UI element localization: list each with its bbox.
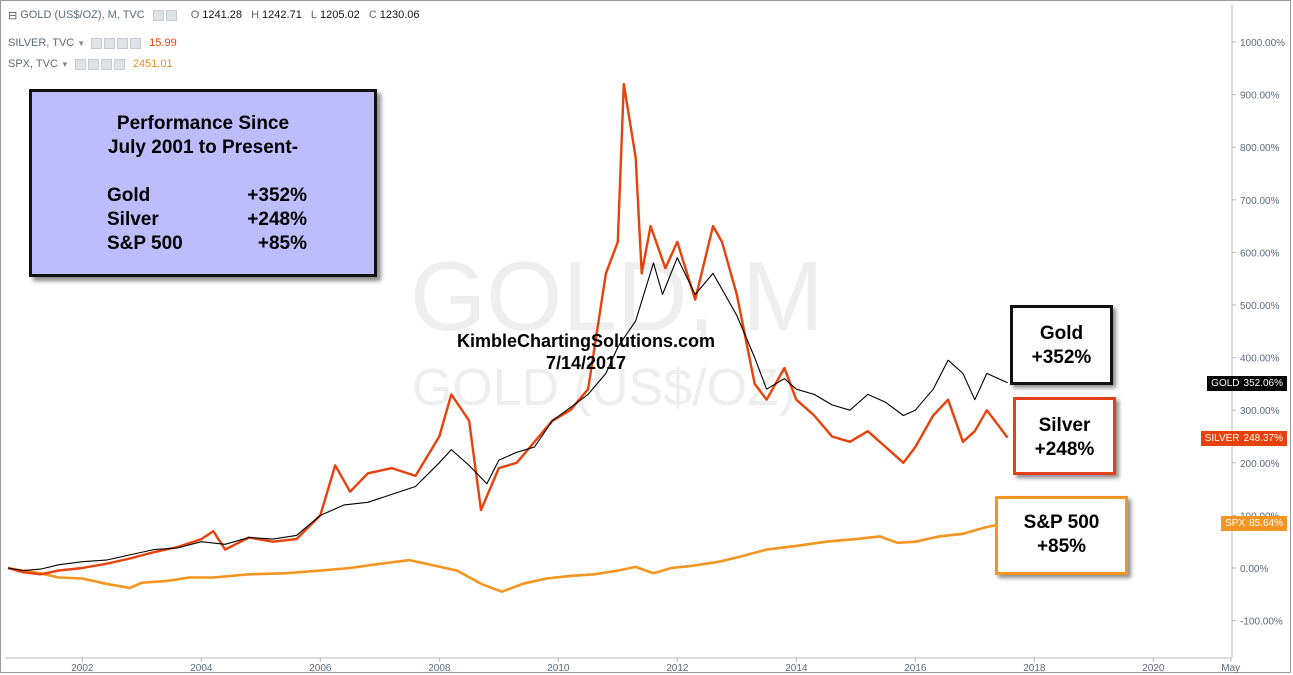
y-tick-label: -100.00%	[1240, 617, 1283, 628]
ohlc-high-key: H	[251, 9, 260, 21]
y-tick-label: 200.00%	[1240, 459, 1280, 470]
performance-row-spx: S&P 500 +85%	[107, 233, 307, 257]
last-value-tag-gold: GOLD 352.06%	[1207, 375, 1287, 391]
watermark: GOLD, M GOLD (US$/OZ)	[410, 241, 824, 417]
settings-icon[interactable]	[165, 9, 177, 21]
callout-gold-name: Gold	[1039, 323, 1084, 344]
performance-name: S&P 500	[107, 233, 183, 254]
credit-date: 7/14/2017	[545, 353, 627, 373]
watermark-line1: GOLD, M	[410, 241, 824, 351]
ohlc-open-key: O	[190, 9, 200, 21]
x-tick-label: 2006	[309, 663, 332, 674]
x-tick-label: 2008	[428, 663, 451, 674]
close-icon[interactable]	[113, 58, 125, 70]
x-tick-label: 2018	[1023, 663, 1046, 674]
performance-summary-box: Performance Since July 2001 to Present- …	[29, 89, 377, 277]
series-line-gold	[7, 257, 1008, 572]
legend-row-gold: ⊟ GOLD (US$/OZ), M, TVC O 1241.28 H 1242.7…	[8, 7, 420, 23]
settings-icon[interactable]	[104, 37, 116, 49]
eye-icon[interactable]	[91, 37, 103, 49]
y-tick-label: 700.00%	[1240, 196, 1280, 207]
performance-title-line1: Performance Since	[116, 113, 290, 134]
dropdown-caret-icon[interactable]: ▼	[77, 38, 86, 48]
eye-icon[interactable]	[74, 58, 86, 70]
performance-name: Silver	[107, 209, 159, 230]
legend-label-spx[interactable]: SPX, TVC	[8, 58, 58, 70]
y-tick-label: 500.00%	[1240, 301, 1280, 312]
callout-spx: S&P 500 +85%	[995, 496, 1128, 575]
add-icon[interactable]	[117, 37, 129, 49]
ohlc-low-value: 1205.02	[320, 9, 360, 21]
callout-spx-name: S&P 500	[1023, 512, 1100, 533]
y-tick-label: 0.00%	[1240, 564, 1268, 575]
callout-silver-value: +248%	[1034, 439, 1095, 460]
collapse-icon[interactable]: ⊟	[8, 9, 18, 22]
performance-value: +85%	[257, 233, 307, 254]
x-tick-label: 2020	[1142, 663, 1165, 674]
series-line-silver	[7, 82, 1009, 576]
y-tick-label: 400.00%	[1240, 354, 1280, 365]
close-icon[interactable]	[130, 37, 142, 49]
callout-spx-value: +85%	[1036, 536, 1087, 557]
legend-value-spx: 2451.01	[132, 58, 173, 70]
ohlc-high-value: 1242.71	[262, 9, 302, 21]
x-tick-label: 2002	[71, 663, 94, 674]
y-tick-label: 300.00%	[1240, 406, 1280, 417]
callout-silver: Silver +248%	[1013, 397, 1116, 475]
legend-value-silver: 15.99	[149, 37, 177, 49]
performance-name: Gold	[107, 185, 151, 206]
tag-value: 85.64%	[1249, 517, 1283, 529]
ohlc-close-value: 1230.06	[379, 9, 420, 21]
settings-icon[interactable]	[87, 58, 99, 70]
performance-row-silver: Silver +248%	[107, 209, 307, 233]
x-tick-label: 2014	[785, 663, 808, 674]
performance-row-gold: Gold +352%	[107, 185, 307, 209]
ohlc-low-key: L	[310, 9, 317, 21]
credit-site: KimbleChartingSolutions.com	[456, 331, 715, 351]
axes: 1000.00% 900.00% 800.00% 700.00% 600.00% 500.…	[5, 5, 1285, 674]
y-tick-label: 600.00%	[1240, 248, 1280, 259]
x-tick-label: 2004	[190, 663, 213, 674]
credit-annotation: KimbleChartingSolutions.com 7/14/2017	[448, 330, 724, 374]
callout-gold: Gold +352%	[1010, 305, 1113, 385]
tag-value: 352.06%	[1243, 377, 1283, 389]
x-tick-label: 2010	[547, 663, 570, 674]
legend-label-silver[interactable]: SILVER, TVC	[8, 37, 75, 49]
tag-label: SILVER	[1204, 432, 1240, 444]
x-tick-label: 2016	[904, 663, 927, 674]
x-tick-label: 2012	[666, 663, 689, 674]
callout-gold-value: +352%	[1031, 347, 1092, 368]
last-value-tag-spx: SPX 85.64%	[1221, 515, 1287, 531]
eye-icon[interactable]	[152, 9, 164, 21]
y-tick-label: 800.00%	[1240, 143, 1280, 154]
x-tick-label: May	[1221, 663, 1240, 674]
watermark-line2: GOLD (US$/OZ)	[412, 359, 796, 417]
performance-value: +352%	[247, 185, 307, 206]
tag-label: SPX	[1225, 517, 1246, 529]
legend-label-gold[interactable]: GOLD (US$/OZ), M, TVC	[20, 9, 145, 21]
last-value-tag-silver: SILVER 248.37%	[1200, 430, 1287, 446]
callout-silver-name: Silver	[1038, 415, 1091, 436]
series-line-spx	[7, 521, 1008, 594]
legend-row-silver: SILVER, TVC ▼ 15.99	[8, 35, 177, 51]
y-tick-label: 900.00%	[1240, 91, 1280, 102]
tag-label: GOLD	[1211, 377, 1240, 389]
performance-title: Performance Since July 2001 to Present-	[32, 112, 374, 160]
series-layer	[7, 82, 1009, 594]
performance-value: +248%	[247, 209, 307, 230]
legend-row-spx: SPX, TVC ▼ 2451.01	[8, 56, 173, 72]
ohlc-open-value: 1241.28	[202, 9, 243, 21]
dropdown-caret-icon[interactable]: ▼	[60, 59, 69, 69]
tag-value: 248.37%	[1243, 432, 1283, 444]
y-tick-label: 1000.00%	[1240, 38, 1285, 49]
ohlc-values: O 1241.28 H 1242.71 L 1205.02 C 1230.06	[185, 9, 420, 21]
add-icon[interactable]	[100, 58, 112, 70]
performance-title-line2: July 2001 to Present-	[107, 137, 299, 158]
ohlc-close-key: C	[368, 9, 377, 21]
